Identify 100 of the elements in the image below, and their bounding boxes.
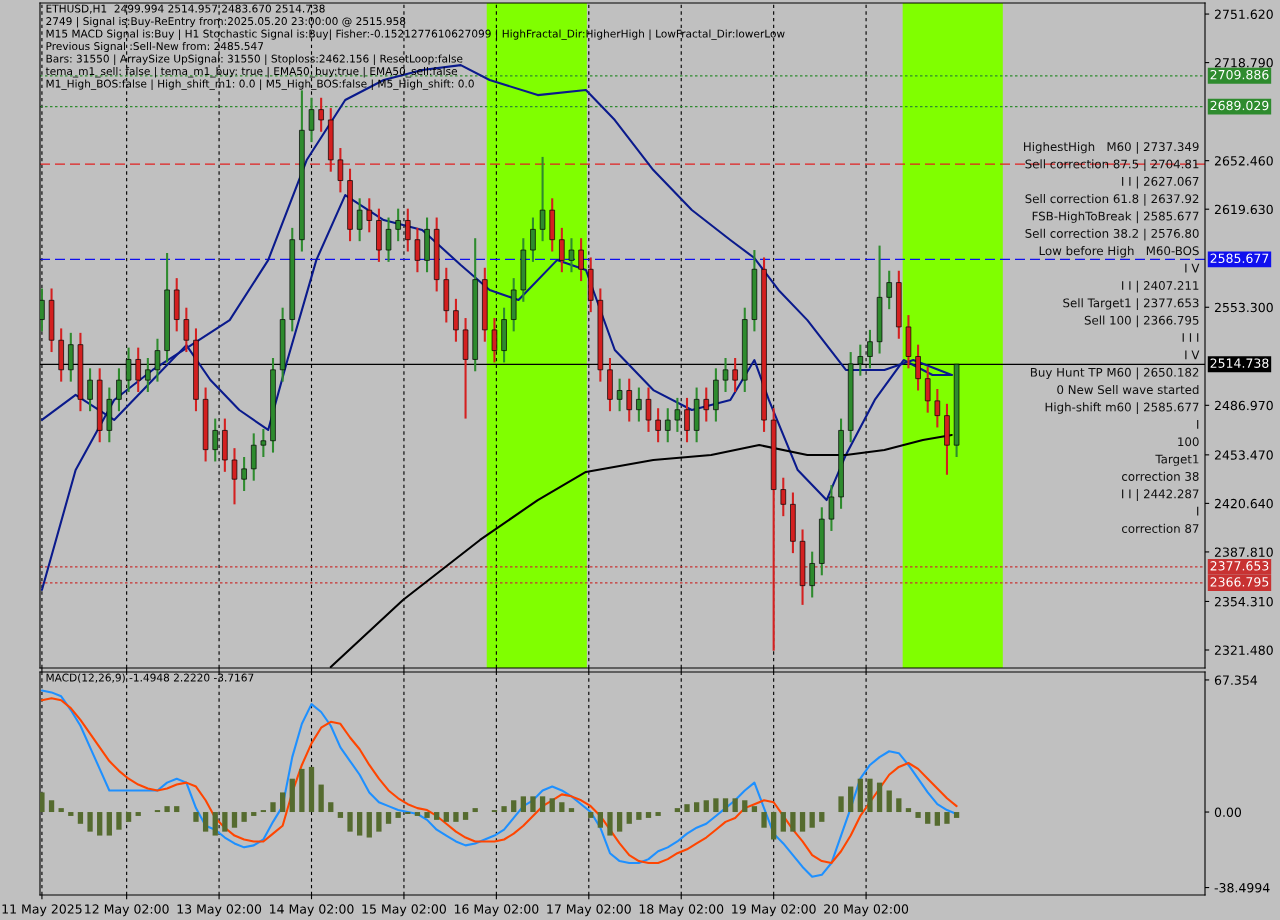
annotation: I I I — [1182, 333, 1199, 342]
bar — [251, 812, 257, 816]
bar — [838, 796, 844, 813]
bar — [212, 812, 218, 836]
bar — [684, 804, 690, 813]
x-tick-label: 11 May 2025 — [2, 904, 82, 917]
ref-line-label: 2377.653 — [1210, 561, 1269, 571]
bar — [395, 812, 401, 818]
bar — [472, 808, 478, 813]
candlestick — [87, 367, 93, 413]
candlestick — [809, 550, 815, 599]
bar — [511, 800, 517, 813]
bar — [164, 806, 170, 813]
candlestick — [578, 237, 584, 283]
bar — [693, 802, 700, 813]
annotation: I — [1197, 420, 1199, 429]
bar — [106, 812, 112, 836]
bar — [87, 812, 93, 832]
candlestick — [356, 197, 363, 243]
bar — [97, 812, 103, 836]
candlestick — [645, 386, 652, 433]
bar — [424, 812, 430, 818]
candlestick — [684, 396, 690, 444]
y-tick-label: 2453.470 — [1214, 450, 1273, 460]
candlestick — [241, 455, 247, 493]
annotation: 0 New Sell wave started — [1057, 384, 1199, 395]
bar — [539, 796, 546, 813]
candlestick — [636, 386, 642, 423]
candlestick — [568, 237, 575, 274]
bar — [771, 812, 777, 840]
bar — [241, 812, 247, 822]
bar — [905, 808, 912, 813]
y-tick-label: 2420.640 — [1214, 498, 1273, 509]
bar — [809, 812, 815, 828]
ref-line-label: 2585.677 — [1210, 253, 1269, 264]
bar — [453, 812, 459, 822]
candlestick — [250, 432, 257, 482]
candlestick — [780, 476, 787, 518]
annotation: HighestHigh M60 | 2737.349 — [1024, 141, 1199, 154]
bar — [790, 812, 796, 832]
bar — [588, 812, 594, 818]
candlestick — [395, 207, 401, 243]
bar — [953, 812, 960, 818]
bar — [848, 786, 854, 813]
annotation: I I | 2627.067 — [1122, 176, 1199, 189]
y-tick-label: 2321.480 — [1214, 645, 1273, 655]
chart-title: MACD(12,26,9) -1.4948 2.2220 -3.7167 — [46, 673, 254, 683]
bar — [68, 812, 74, 816]
candlestick — [934, 387, 941, 429]
bar — [125, 812, 132, 822]
annotation: I — [1197, 506, 1199, 516]
candlestick — [924, 365, 931, 414]
bar — [520, 796, 526, 813]
x-tick-label: 15 May 02:00 — [362, 904, 446, 917]
annotation: Target1 — [1155, 454, 1199, 466]
candlestick — [665, 407, 671, 444]
bar — [867, 778, 873, 813]
bar — [703, 800, 709, 813]
annotation: correction 38 — [1122, 471, 1199, 481]
bar — [193, 812, 199, 822]
bar — [597, 812, 603, 828]
bar — [742, 800, 748, 813]
candlestick — [703, 386, 710, 423]
bar — [626, 812, 632, 824]
y-tick-label: 2387.810 — [1214, 547, 1273, 557]
candlestick — [453, 297, 459, 343]
x-tick-label: 17 May 02:00 — [547, 904, 631, 917]
ref-line-label: 2689.029 — [1210, 100, 1269, 111]
bar — [944, 812, 950, 824]
bar — [202, 812, 209, 832]
bar — [751, 806, 758, 813]
bar — [77, 812, 84, 824]
bar — [674, 808, 681, 813]
bar — [549, 798, 555, 813]
annotation: 100 — [1178, 437, 1199, 447]
bar — [732, 798, 738, 813]
bar — [308, 766, 315, 813]
bar — [607, 812, 613, 836]
bar — [636, 812, 642, 820]
annotation: Low before High M60-BOS — [1039, 246, 1199, 258]
bar — [655, 812, 661, 816]
bar — [799, 812, 806, 832]
ref-line-label: 2514.738 — [1210, 358, 1269, 368]
annotation: FSB-HighToBreak | 2585.677 — [1032, 211, 1199, 224]
bar — [299, 768, 305, 813]
bar — [568, 808, 575, 813]
annotation: I V — [1185, 263, 1200, 273]
candlestick — [183, 306, 190, 354]
bar — [289, 778, 295, 813]
annotation: I V — [1185, 350, 1200, 360]
candlestick — [366, 197, 373, 234]
candlestick — [655, 407, 661, 444]
candlestick — [414, 226, 421, 274]
x-tick-label: 12 May 02:00 — [85, 904, 169, 917]
x-tick-label: 20 May 02:00 — [824, 904, 909, 917]
bar — [934, 812, 940, 826]
x-tick-label: 19 May 02:00 — [732, 904, 816, 917]
bar — [616, 812, 623, 832]
x-tick-label: 18 May 02:00 — [639, 904, 724, 917]
bar — [645, 812, 652, 818]
